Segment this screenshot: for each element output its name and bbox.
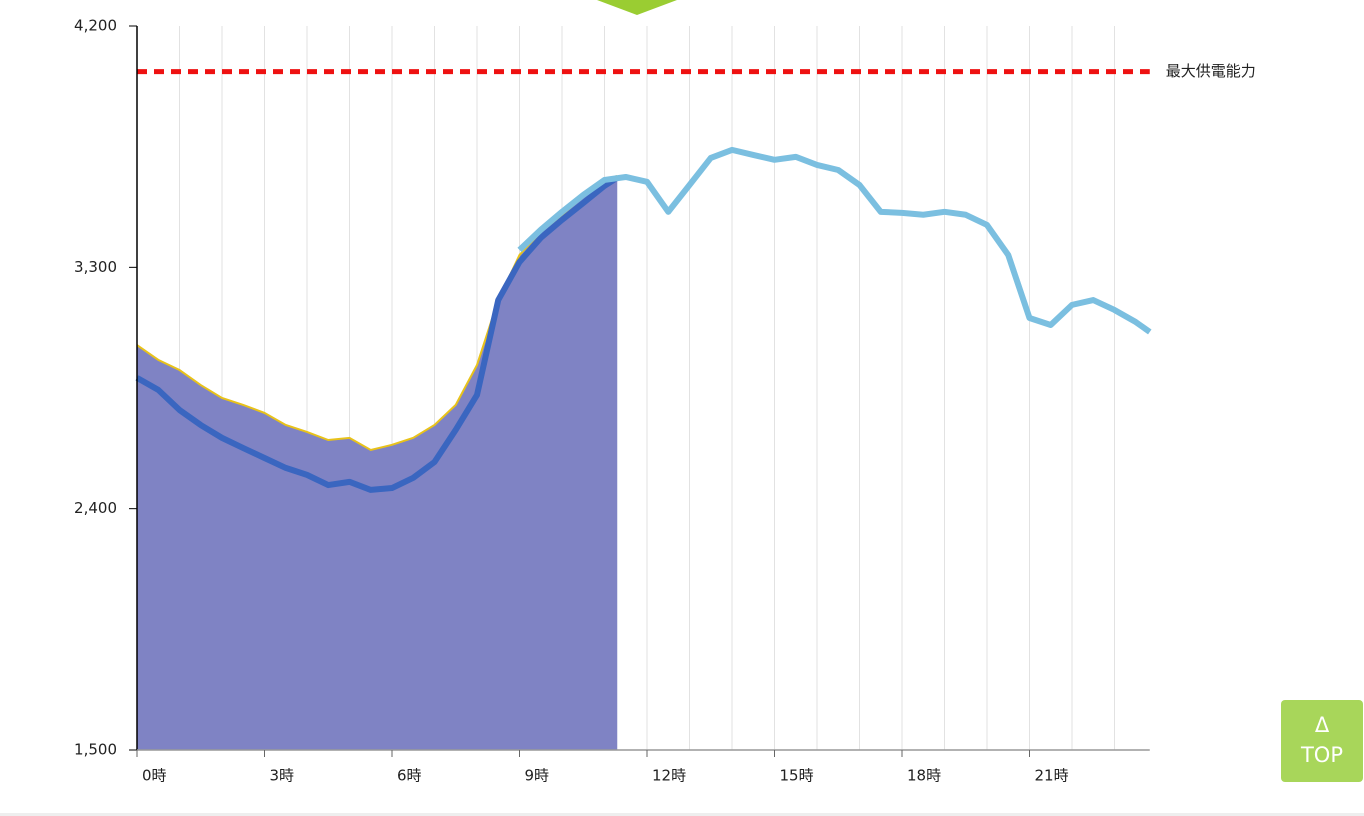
y-tick-label: 3,300 [74,258,117,276]
area [137,175,618,750]
x-tick-label: 12時 [652,767,686,785]
top-icon[interactable]: Δ [1314,713,1330,737]
line [517,146,1152,335]
y-tick-label: 1,500 [74,741,117,759]
indicator [597,0,677,15]
top-label[interactable]: TOP [1300,743,1344,767]
x-tick-label: 15時 [780,767,814,785]
y-tick-label: 4,200 [74,17,117,35]
x-tick-label: 9時 [525,767,550,785]
y-tick-label: 2,400 [74,499,117,517]
x-tick-label: 0時 [142,767,167,785]
top-button[interactable]: Δ TOP [1281,700,1363,782]
x-tick-label: 3時 [270,767,295,785]
footer-line [0,813,1364,816]
x-tick-label: 18時 [907,767,941,785]
x-tick-label: 6時 [397,767,422,785]
reference-label: 最大供電能力 [1166,62,1256,80]
x-tick-label: 21時 [1035,767,1069,785]
line [135,175,619,493]
